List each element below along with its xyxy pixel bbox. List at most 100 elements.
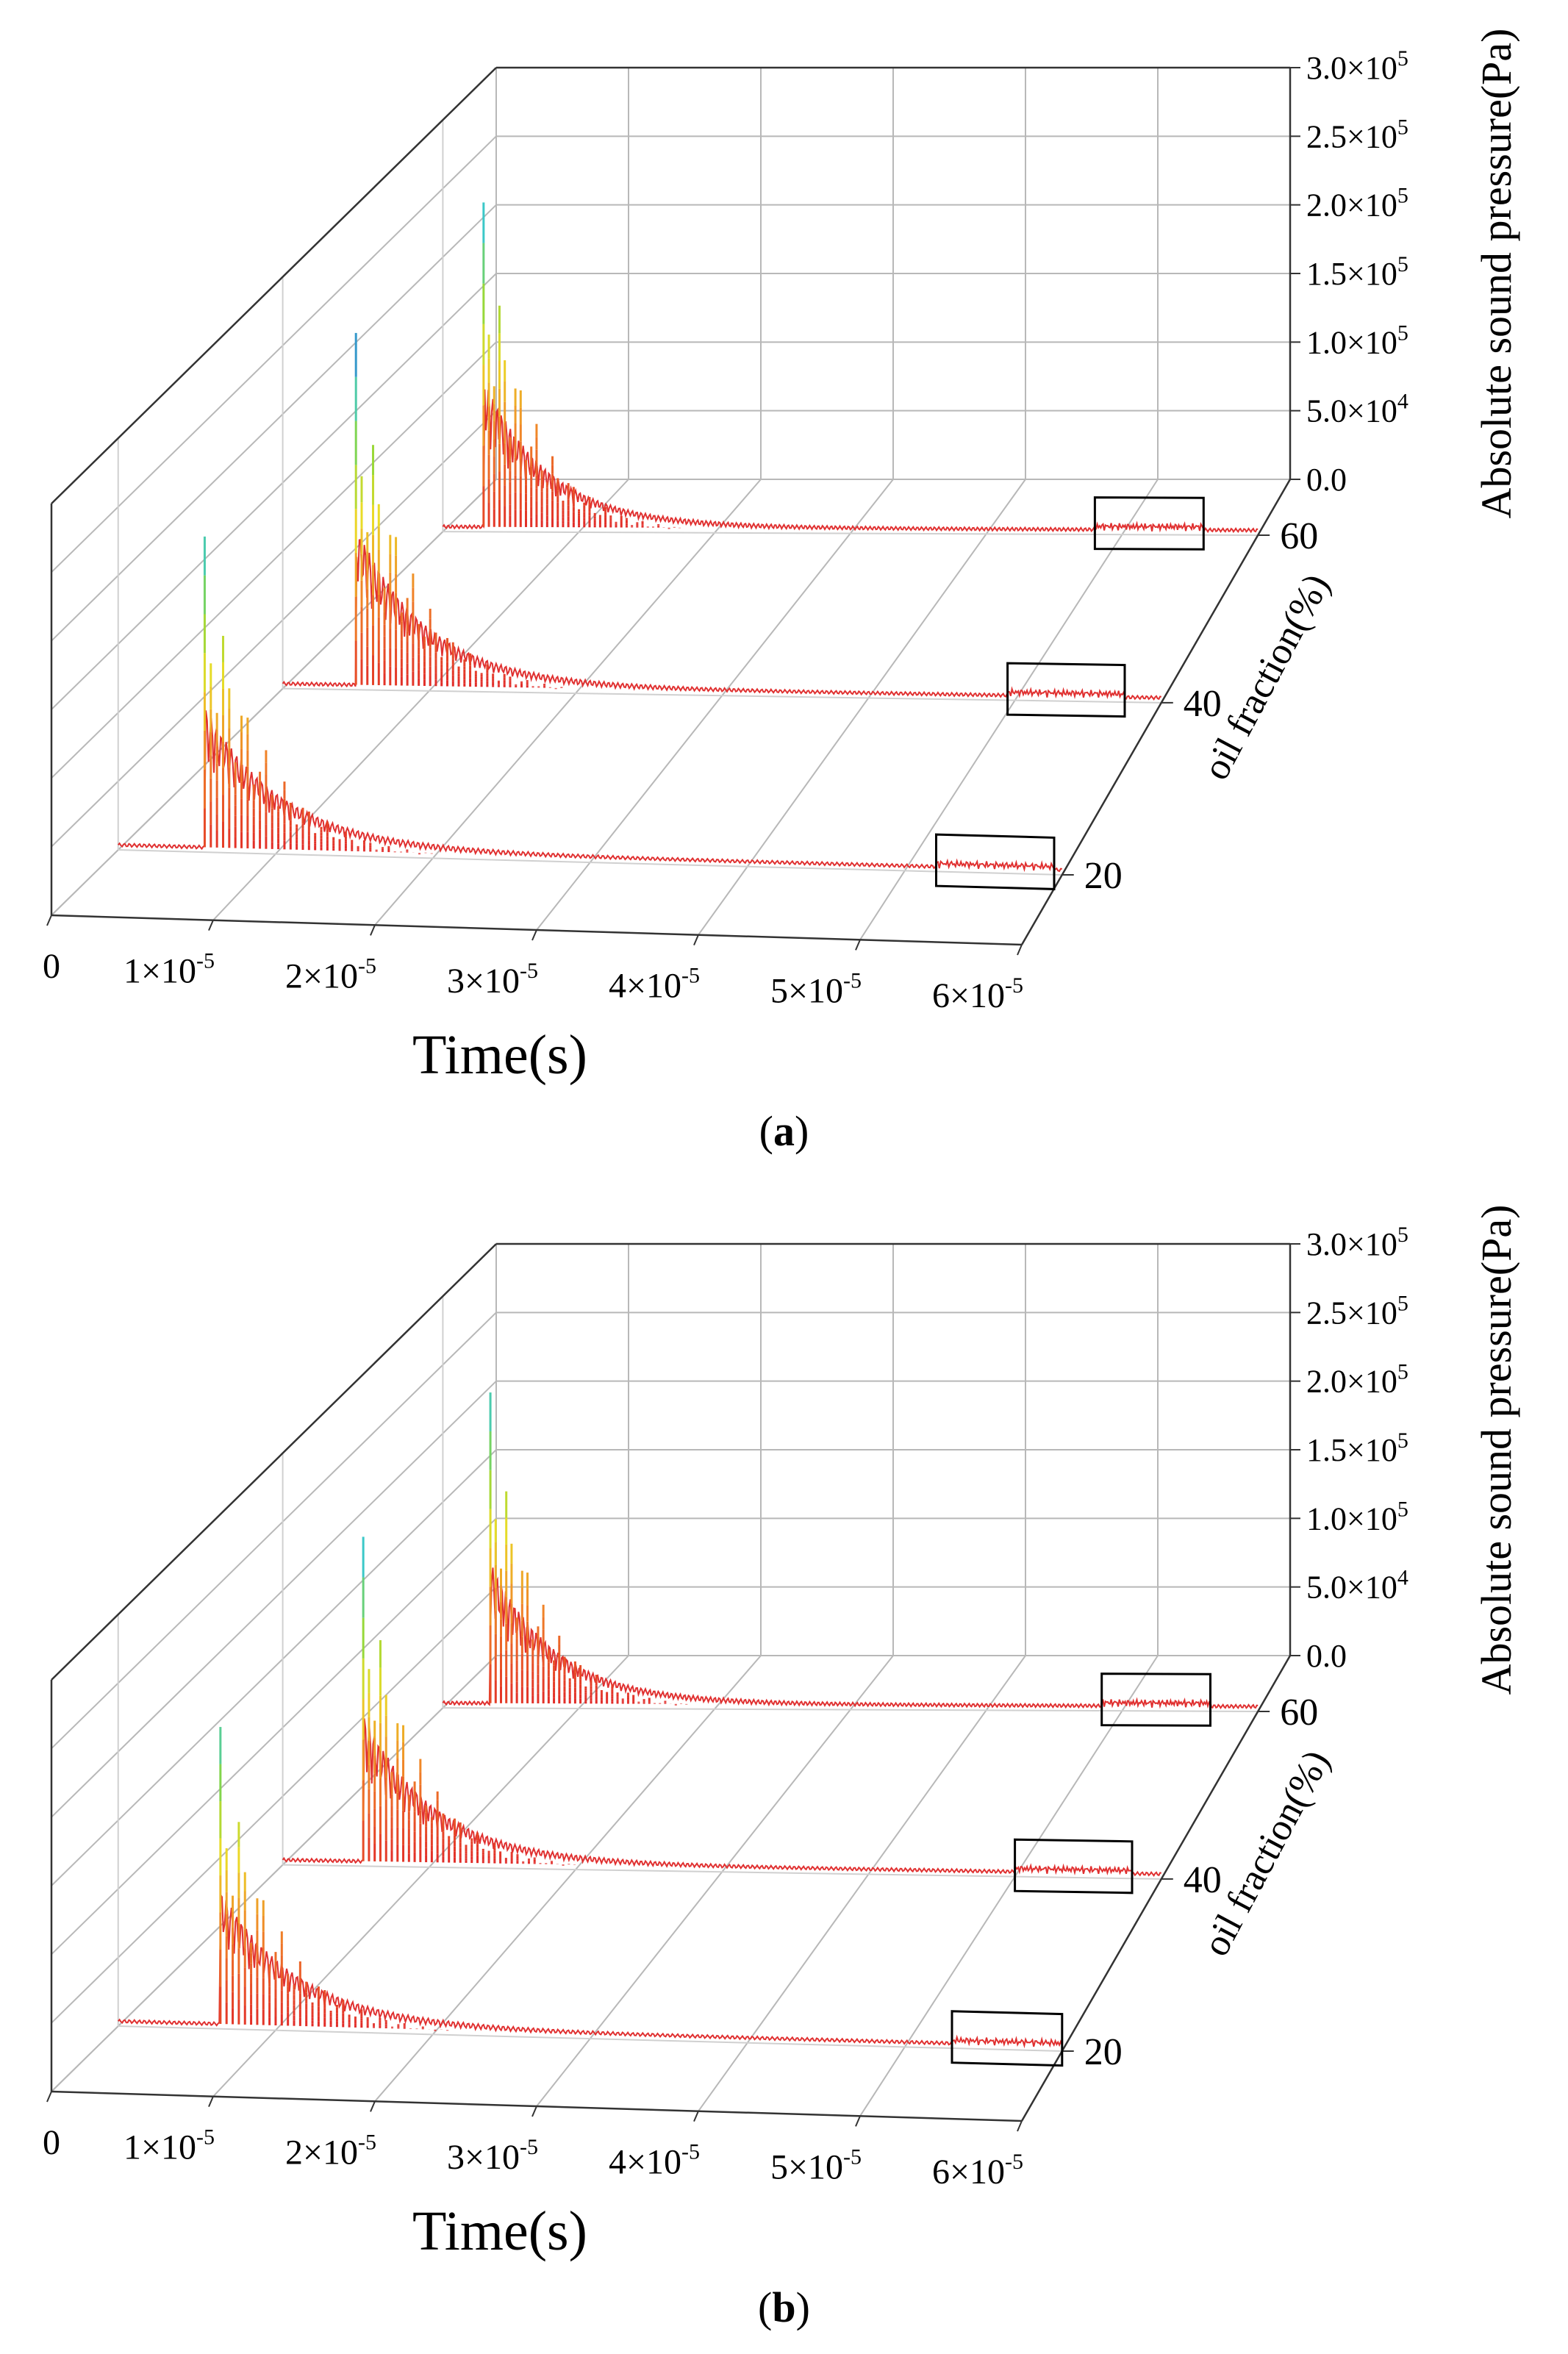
x-tick-exponent: -5 bbox=[843, 968, 862, 992]
leftwall-gridline bbox=[51, 1586, 497, 2024]
floor-gridline bbox=[374, 479, 762, 926]
x-tick bbox=[1017, 2120, 1023, 2132]
chart-3d-b: 0.0 5.0×104 1.0×105 1.5×105 2.0×105 2.5×105 3.… bbox=[43, 1205, 1520, 2262]
x-tick-exponent: -5 bbox=[196, 949, 215, 973]
z-tick-label: 2.5×105 bbox=[1306, 115, 1408, 154]
plot-area: 0.0 5.0×104 1.0×105 1.5×105 2.0×105 2.5×105 3.… bbox=[43, 29, 1520, 1086]
series-40 bbox=[282, 1536, 1161, 1895]
x-tick-label: 5×10-5 bbox=[770, 968, 862, 1010]
x-tick-label: 0 bbox=[43, 2123, 60, 2162]
series-trace bbox=[282, 538, 1161, 701]
z-tick-exponent: 5 bbox=[1397, 184, 1408, 208]
x-tick bbox=[208, 920, 214, 931]
x-tick-exponent: -5 bbox=[520, 2135, 538, 2159]
panel-label-b: (b) bbox=[758, 2283, 810, 2331]
floor-gridline bbox=[51, 479, 497, 916]
floor-gridline bbox=[859, 479, 1159, 940]
x-tick bbox=[370, 924, 376, 936]
floor-gridline bbox=[536, 1655, 894, 2107]
series-20 bbox=[118, 1727, 1064, 2067]
y-tick-label: 40 bbox=[1184, 683, 1222, 725]
leftwall-gridline bbox=[51, 1312, 497, 1750]
z-tick-label: 3.0×105 bbox=[1306, 1223, 1408, 1262]
x-tick-exponent: -5 bbox=[681, 2140, 700, 2164]
x-tick-label: 3×10-5 bbox=[447, 2135, 538, 2177]
z-tick-exponent: 5 bbox=[1397, 1291, 1408, 1315]
x-tick bbox=[855, 939, 861, 951]
highlight-box bbox=[935, 833, 1056, 890]
leftwall-gridline bbox=[51, 341, 497, 779]
z-tick-label: 5.0×104 bbox=[1306, 390, 1408, 429]
x-tick-exponent: -5 bbox=[358, 954, 376, 978]
x-tick-label: 6×10-5 bbox=[932, 973, 1023, 1015]
x-tick bbox=[693, 2111, 699, 2122]
x-tick bbox=[693, 934, 699, 946]
floor-depth-line bbox=[118, 2025, 1062, 2053]
top-frame-line bbox=[51, 67, 497, 504]
floor-gridline bbox=[698, 479, 1026, 936]
floor-gridline bbox=[212, 479, 629, 921]
z-tick-exponent: 5 bbox=[1397, 46, 1408, 71]
highlight-box bbox=[1006, 662, 1126, 718]
x-tick-label: 5×10-5 bbox=[770, 2144, 862, 2186]
top-frame-line bbox=[51, 1243, 497, 1681]
leftwall-gridline bbox=[51, 409, 497, 848]
x-tick-label: 2×10-5 bbox=[285, 954, 376, 995]
z-tick-exponent: 4 bbox=[1397, 1566, 1408, 1590]
x-tick-label: 0 bbox=[43, 947, 60, 986]
floor-depth-line bbox=[118, 849, 1062, 876]
x-tick-exponent: -5 bbox=[358, 2130, 376, 2154]
y-axis-line bbox=[1020, 1655, 1292, 2122]
x-tick-exponent: -5 bbox=[1005, 973, 1023, 998]
x-axis-title: Time(s) bbox=[412, 1024, 587, 1086]
z-axis-title: Absolute sound pressure(Pa) bbox=[1472, 29, 1520, 519]
floor-gridline bbox=[374, 1655, 762, 2102]
y-axis-title: oil fraction(%) bbox=[1195, 1744, 1339, 1963]
z-tick-label: 1.0×105 bbox=[1306, 1497, 1408, 1536]
y-tick-label: 20 bbox=[1084, 855, 1123, 897]
x-tick-exponent: -5 bbox=[1005, 2150, 1023, 2174]
y-tick-label: 60 bbox=[1280, 515, 1318, 557]
z-tick-exponent: 5 bbox=[1397, 115, 1408, 139]
leftwall-gridline bbox=[51, 273, 497, 710]
panel-a: 0.0 5.0×104 1.0×105 1.5×105 2.0×105 2.5×105 3.… bbox=[0, 0, 1568, 1176]
leftwall-gridline bbox=[51, 1380, 497, 1818]
x-tick-exponent: -5 bbox=[843, 2144, 862, 2169]
series-60 bbox=[442, 202, 1259, 551]
z-tick-label: 2.0×105 bbox=[1306, 1360, 1408, 1400]
series-trace bbox=[118, 710, 1062, 873]
z-tick-exponent: 5 bbox=[1397, 1497, 1408, 1521]
x-tick bbox=[208, 2096, 214, 2108]
highlight-box bbox=[1100, 1673, 1211, 1727]
floor-depth-line bbox=[443, 1707, 1259, 1712]
x-tick bbox=[855, 2115, 861, 2127]
series-20 bbox=[118, 536, 1062, 890]
leftwall-gridline bbox=[51, 135, 497, 573]
z-tick-exponent: 5 bbox=[1397, 252, 1408, 276]
x-tick bbox=[531, 2106, 537, 2117]
y-tick-label: 60 bbox=[1280, 1692, 1318, 1734]
x-axis-title: Time(s) bbox=[412, 2200, 587, 2262]
x-tick-label: 2×10-5 bbox=[285, 2130, 376, 2172]
z-tick-exponent: 5 bbox=[1397, 1360, 1408, 1384]
x-tick bbox=[46, 915, 52, 926]
x-tick-exponent: -5 bbox=[520, 959, 538, 983]
series-60 bbox=[442, 1392, 1259, 1727]
x-tick-label: 4×10-5 bbox=[609, 2140, 700, 2182]
chart-3d-a: 0.0 5.0×104 1.0×105 1.5×105 2.0×105 2.5×105 3.… bbox=[43, 29, 1520, 1086]
x-tick bbox=[531, 929, 537, 941]
z-axis-title: Absolute sound pressure(Pa) bbox=[1472, 1205, 1520, 1695]
z-tick-exponent: 5 bbox=[1397, 1428, 1408, 1453]
series-trace bbox=[442, 1567, 1259, 1710]
x-tick-exponent: -5 bbox=[196, 2125, 215, 2150]
panel-b: 0.0 5.0×104 1.0×105 1.5×105 2.0×105 2.5×105 3.… bbox=[0, 1176, 1568, 2354]
floor-gridline bbox=[859, 1655, 1159, 2117]
leftwall-gridline bbox=[51, 204, 497, 642]
z-tick-label: 1.5×105 bbox=[1306, 252, 1408, 292]
series-40 bbox=[282, 332, 1161, 718]
z-tick-label: 3.0×105 bbox=[1306, 46, 1408, 86]
z-tick-label: 5.0×104 bbox=[1306, 1566, 1408, 1606]
leftwall-gridline bbox=[51, 1517, 497, 1956]
floor-depth-line bbox=[282, 687, 1161, 704]
x-tick bbox=[370, 2100, 376, 2112]
